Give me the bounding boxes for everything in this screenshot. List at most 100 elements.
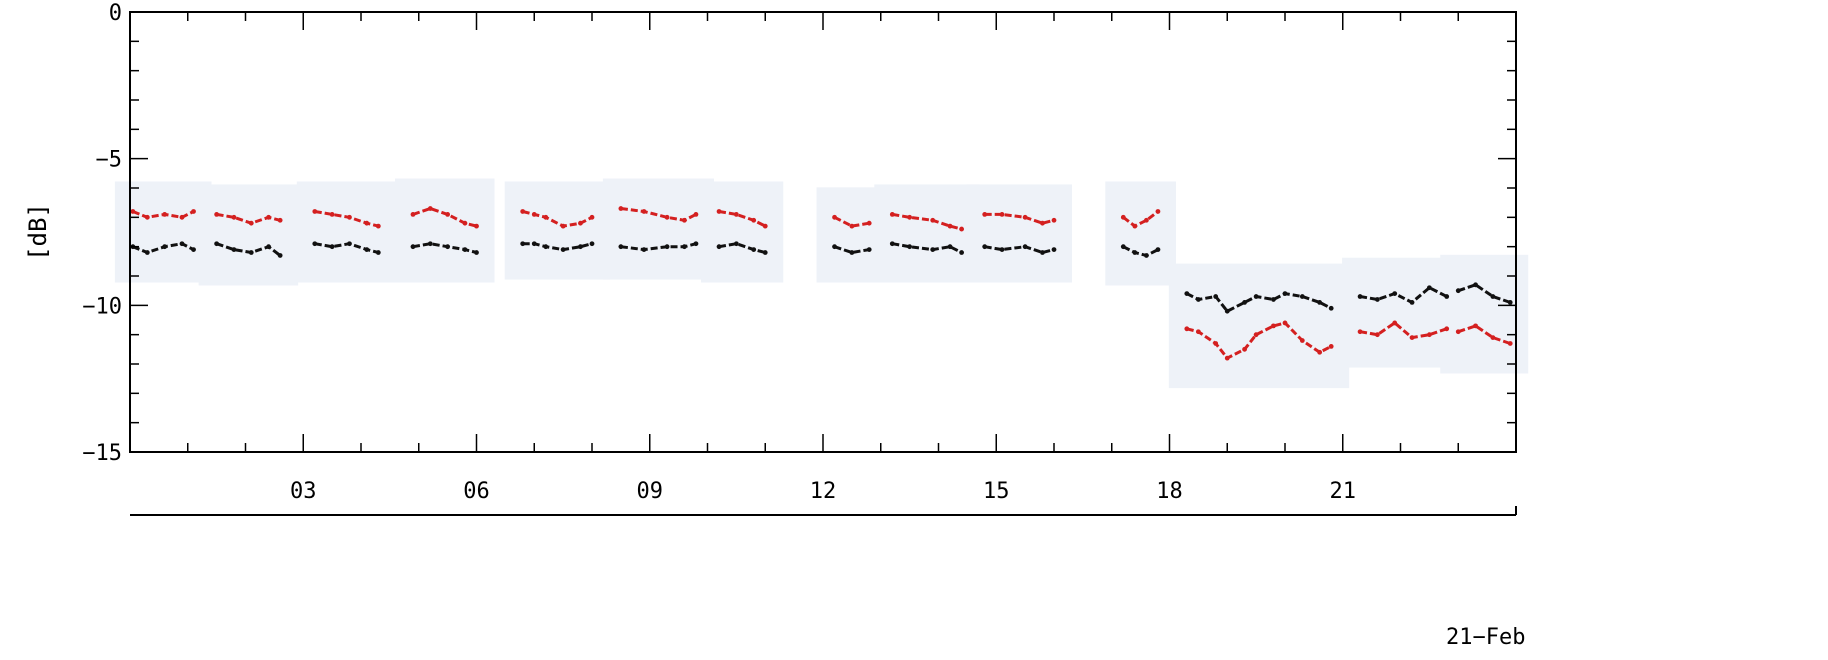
series-0-point [716,209,722,214]
series-0-point [1155,209,1161,214]
series-0-point [982,212,988,217]
series-0-point [1328,344,1334,349]
series-0-point [1426,332,1432,338]
series-0-point [375,223,381,229]
series-0-point [277,217,283,223]
series-1-point [664,244,670,250]
y-tick-label: −15 [82,441,122,466]
series-1-point [1132,250,1138,255]
series-0-point [907,214,913,220]
series-1-point [1317,300,1323,305]
x-tick-label: 03 [290,479,317,504]
series-1-point [762,250,768,255]
series-0-point [462,220,468,226]
series-1-point [248,250,254,255]
series-0-point [1299,338,1305,343]
series-0-segment [718,210,766,228]
series-1-segment [718,242,766,254]
data-shade [1440,254,1529,374]
data-shade [1168,263,1350,389]
series-1-point [1155,247,1161,253]
series-0-point [474,223,479,229]
plot-shading [114,178,1529,389]
series-1-point [1282,291,1288,296]
series-1-point [618,244,624,250]
x-tick-label: 12 [810,479,837,504]
series-1-segment [834,245,870,254]
series-0-point [733,212,739,217]
series-0-point [1224,355,1230,361]
series-0-point [231,214,237,220]
series-1-point [560,247,566,253]
series-1-point [1357,294,1363,299]
series-1-point [716,244,722,250]
series-0-point [959,226,964,232]
series-0-segment [1186,321,1332,360]
series-0-point [347,214,352,220]
y-tick-label: −5 [96,148,123,173]
series-1-point [733,241,739,247]
series-1-point [543,244,549,250]
series-1-point [214,241,220,247]
data-shade [504,181,610,280]
series-0-point [560,223,566,229]
series-1-point [266,244,271,250]
series-0-segment [1359,321,1448,340]
series-1-point [144,250,150,255]
series-1-point [231,247,237,253]
data-shade [701,181,784,283]
series-1-point [1375,297,1380,302]
series-1-point [375,250,381,255]
series-1-point [1184,291,1190,296]
series-0-point [543,214,549,220]
series-1-point [889,241,895,247]
series-1-point [982,244,988,250]
series-1-point [1328,305,1334,311]
series-1-point [1022,244,1028,250]
data-shade [602,178,714,280]
series-1-point [959,250,964,255]
series-0-point [930,217,936,223]
series-1-point [866,247,872,253]
series-0-point [1195,329,1201,335]
series-0-point [1184,326,1190,332]
series-0-point [144,214,150,220]
series-1-point [1392,291,1398,296]
series-1-point [410,244,416,250]
series-1-point [1144,253,1149,258]
x-tick-label: 06 [463,479,490,504]
series-1-point [907,244,913,250]
series-0-point [589,214,595,220]
series-0-point [427,206,433,211]
series-1-point [520,241,526,247]
y-ticks: 0 −5 −10 −15 [82,1,1516,466]
series-1-point [1195,297,1201,302]
y-tick-label: −10 [82,294,122,319]
series-1-point [162,244,168,250]
series-0-point [410,212,416,217]
series-1-point [277,253,283,258]
series-0-point [1213,341,1219,346]
x-ticks: 03 06 09 12 15 18 21 [129,12,1517,504]
series-0-point [999,212,1005,217]
series-1-point [1409,300,1415,305]
series-1-point [849,250,855,255]
series-0-point [329,212,335,217]
x-tick-label: 09 [637,479,664,504]
series-0-point [1022,214,1028,220]
y-axis-title: [dB] [24,203,52,261]
series-1-point [445,244,451,250]
series-1-point [1120,244,1126,250]
series-1-point [1507,300,1513,305]
series-0-segment [620,207,697,222]
series-0-point [1132,223,1138,229]
series-0-point [1051,217,1057,223]
series-0-point [1473,323,1478,329]
series-1-segment [1359,286,1448,304]
data-shade [1105,181,1176,286]
series-0-point [130,209,136,214]
x-tick-label: 21 [1330,479,1357,504]
series-0-point [682,217,687,223]
series-0-segment [1122,210,1159,228]
